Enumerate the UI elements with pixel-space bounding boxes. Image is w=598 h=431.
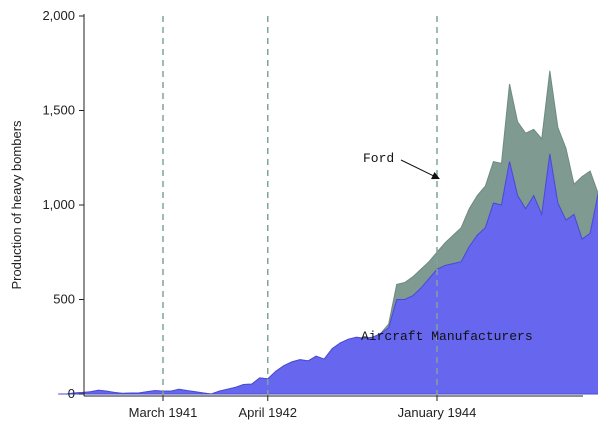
y-tick-label: 500 — [53, 292, 75, 307]
x-tick-label: March 1941 — [129, 405, 198, 420]
y-tick-label: 1,500 — [42, 103, 75, 118]
y-tick-label: 2,000 — [42, 8, 75, 23]
ford-label: Ford — [363, 151, 394, 166]
areas-layer — [58, 70, 598, 395]
y-axis-title: Production of heavy bombers — [9, 120, 24, 290]
y-tick-label: 1,000 — [42, 197, 75, 212]
x-tick-label: April 1942 — [238, 405, 297, 420]
x-tick-label: January 1944 — [398, 405, 477, 420]
axes: 0 500 1,000 1,500 2,000 March 1941 April 1942 J… — [9, 8, 583, 420]
aircraft-manufacturers-label: Aircraft Manufacturers — [361, 329, 533, 344]
annotations: Ford Aircraft Manufacturers — [361, 151, 533, 344]
event-lines — [162, 16, 438, 396]
y-tick-label: 0 — [68, 386, 75, 401]
ford-arrow — [400, 159, 440, 180]
aircraft-manufacturers-area — [58, 153, 598, 395]
